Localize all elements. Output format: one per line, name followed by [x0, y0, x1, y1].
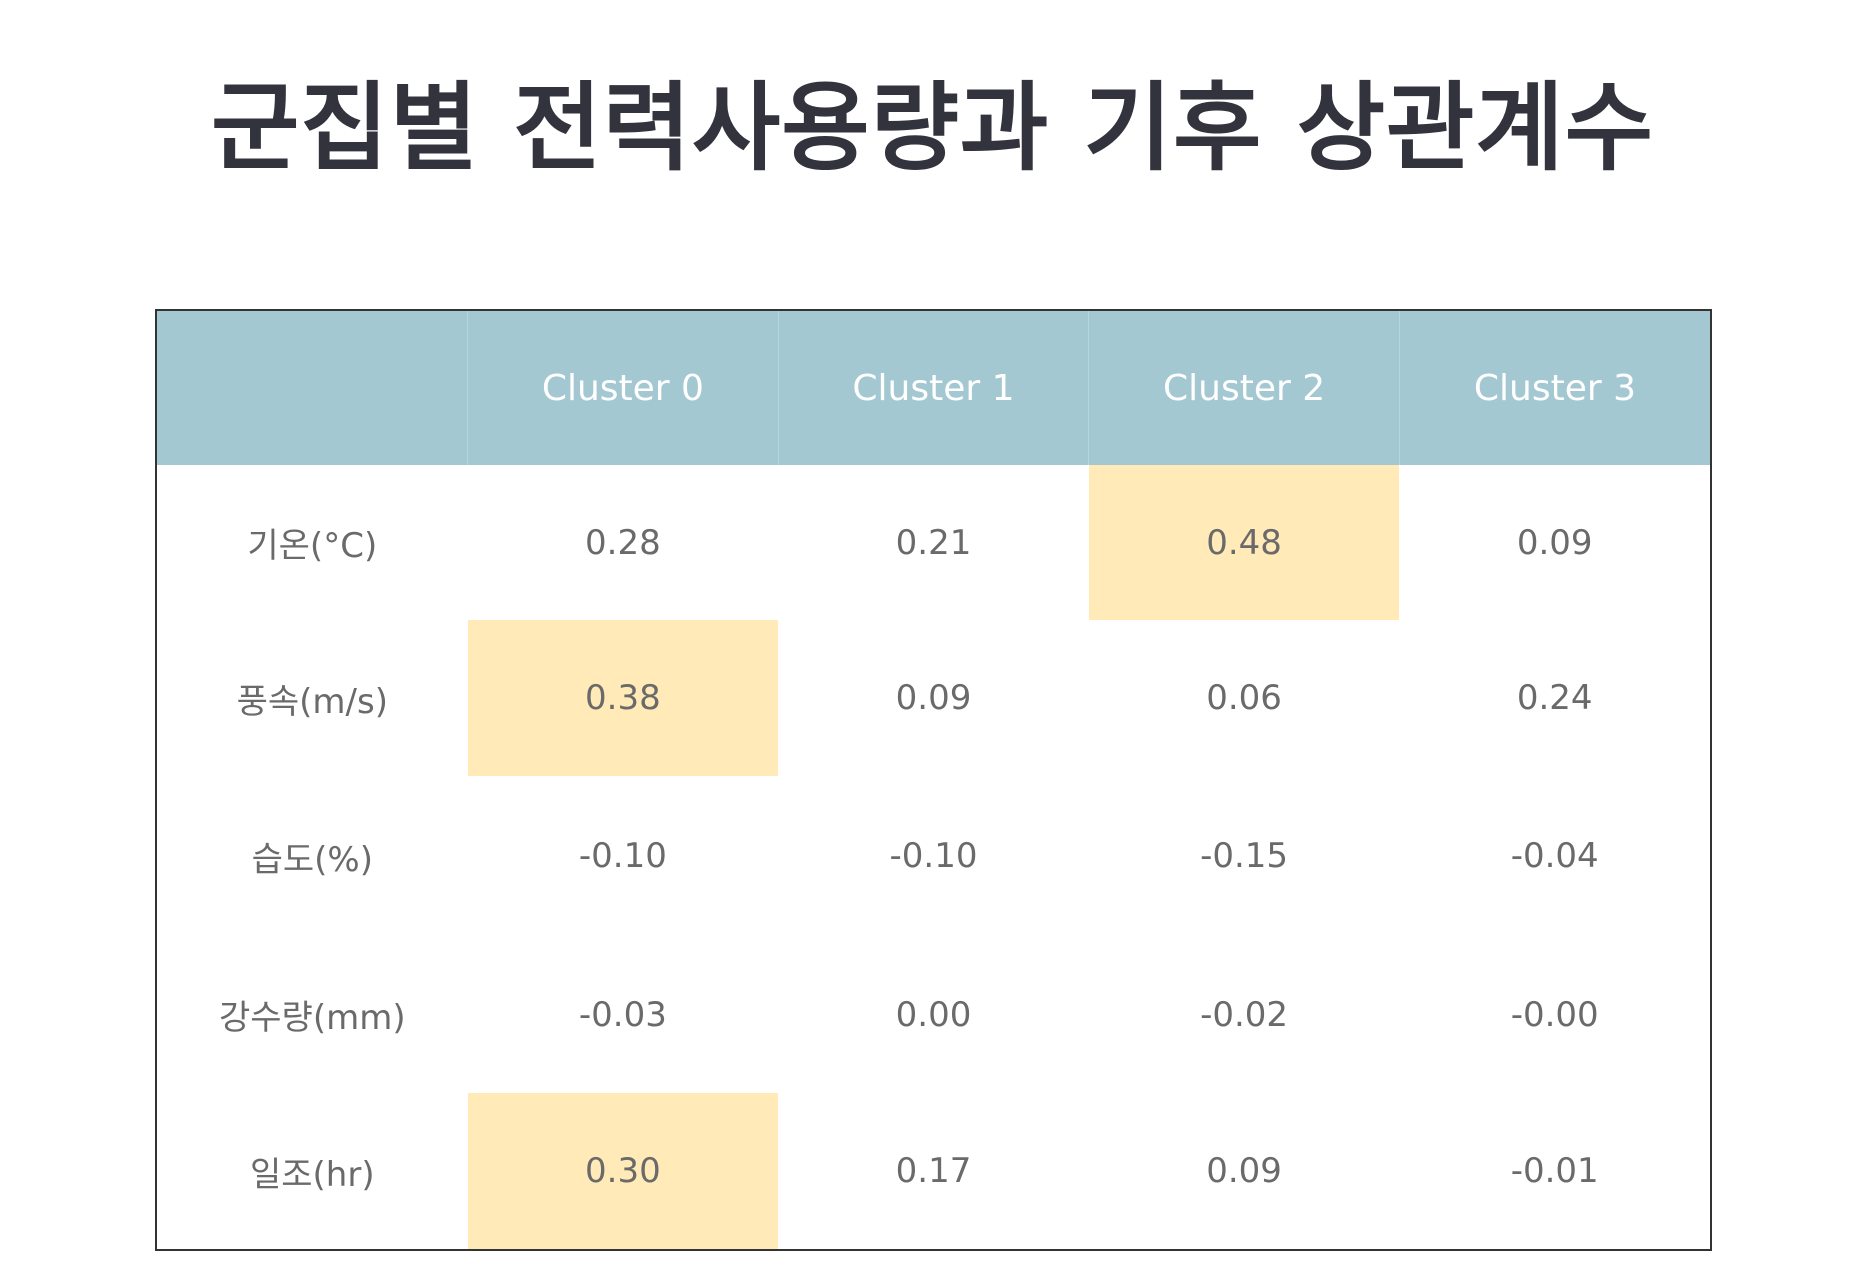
correlation-table-container: Cluster 0 Cluster 1 Cluster 2 Cluster 3 …	[155, 309, 1712, 1251]
table-cell: 0.38	[467, 620, 779, 776]
table-cell: 0.00	[778, 936, 1089, 1093]
table-cell: 0.30	[467, 1093, 779, 1249]
table-cell: 0.48	[1088, 465, 1400, 620]
table-cell: 0.06	[1088, 620, 1400, 776]
table-cell: -0.10	[778, 776, 1089, 936]
table-cell: -0.04	[1399, 776, 1710, 936]
table-cell: 0.17	[778, 1093, 1089, 1249]
header-cluster-0: Cluster 0	[467, 311, 779, 465]
table-cell: 0.09	[1399, 465, 1710, 620]
table-cell: 0.28	[467, 465, 779, 620]
table-cell: -0.15	[1088, 776, 1400, 936]
table-cell: 0.09	[1088, 1093, 1400, 1249]
table-cell: 0.09	[778, 620, 1089, 776]
table-cell: -0.00	[1399, 936, 1710, 1093]
table-cell: -0.02	[1088, 936, 1400, 1093]
table-cell: -0.01	[1399, 1093, 1710, 1249]
row-label: 습도(%)	[157, 776, 468, 936]
table-row: 풍속(m/s) 0.38 0.09 0.06 0.24	[157, 620, 1710, 776]
row-label: 풍속(m/s)	[157, 620, 468, 776]
table-header-row: Cluster 0 Cluster 1 Cluster 2 Cluster 3	[157, 311, 1710, 465]
table-cell: 0.21	[778, 465, 1089, 620]
row-label: 일조(hr)	[157, 1093, 468, 1249]
header-cluster-1: Cluster 1	[778, 311, 1090, 465]
header-corner-cell	[157, 311, 469, 465]
table-cell: -0.03	[467, 936, 779, 1093]
table-row: 기온(°C) 0.28 0.21 0.48 0.09	[157, 465, 1710, 620]
row-label: 기온(°C)	[157, 465, 468, 620]
table-row: 강수량(mm) -0.03 0.00 -0.02 -0.00	[157, 936, 1710, 1093]
correlation-table: Cluster 0 Cluster 1 Cluster 2 Cluster 3 …	[157, 311, 1710, 1249]
table-row: 습도(%) -0.10 -0.10 -0.15 -0.04	[157, 776, 1710, 936]
table-cell: 0.24	[1399, 620, 1710, 776]
table-cell: -0.10	[467, 776, 779, 936]
page-title: 군집별 전력사용량과 기후 상관계수	[210, 72, 1655, 184]
header-cluster-2: Cluster 2	[1088, 311, 1400, 465]
header-cluster-3: Cluster 3	[1399, 311, 1710, 465]
row-label: 강수량(mm)	[157, 936, 468, 1093]
table-row: 일조(hr) 0.30 0.17 0.09 -0.01	[157, 1093, 1710, 1249]
